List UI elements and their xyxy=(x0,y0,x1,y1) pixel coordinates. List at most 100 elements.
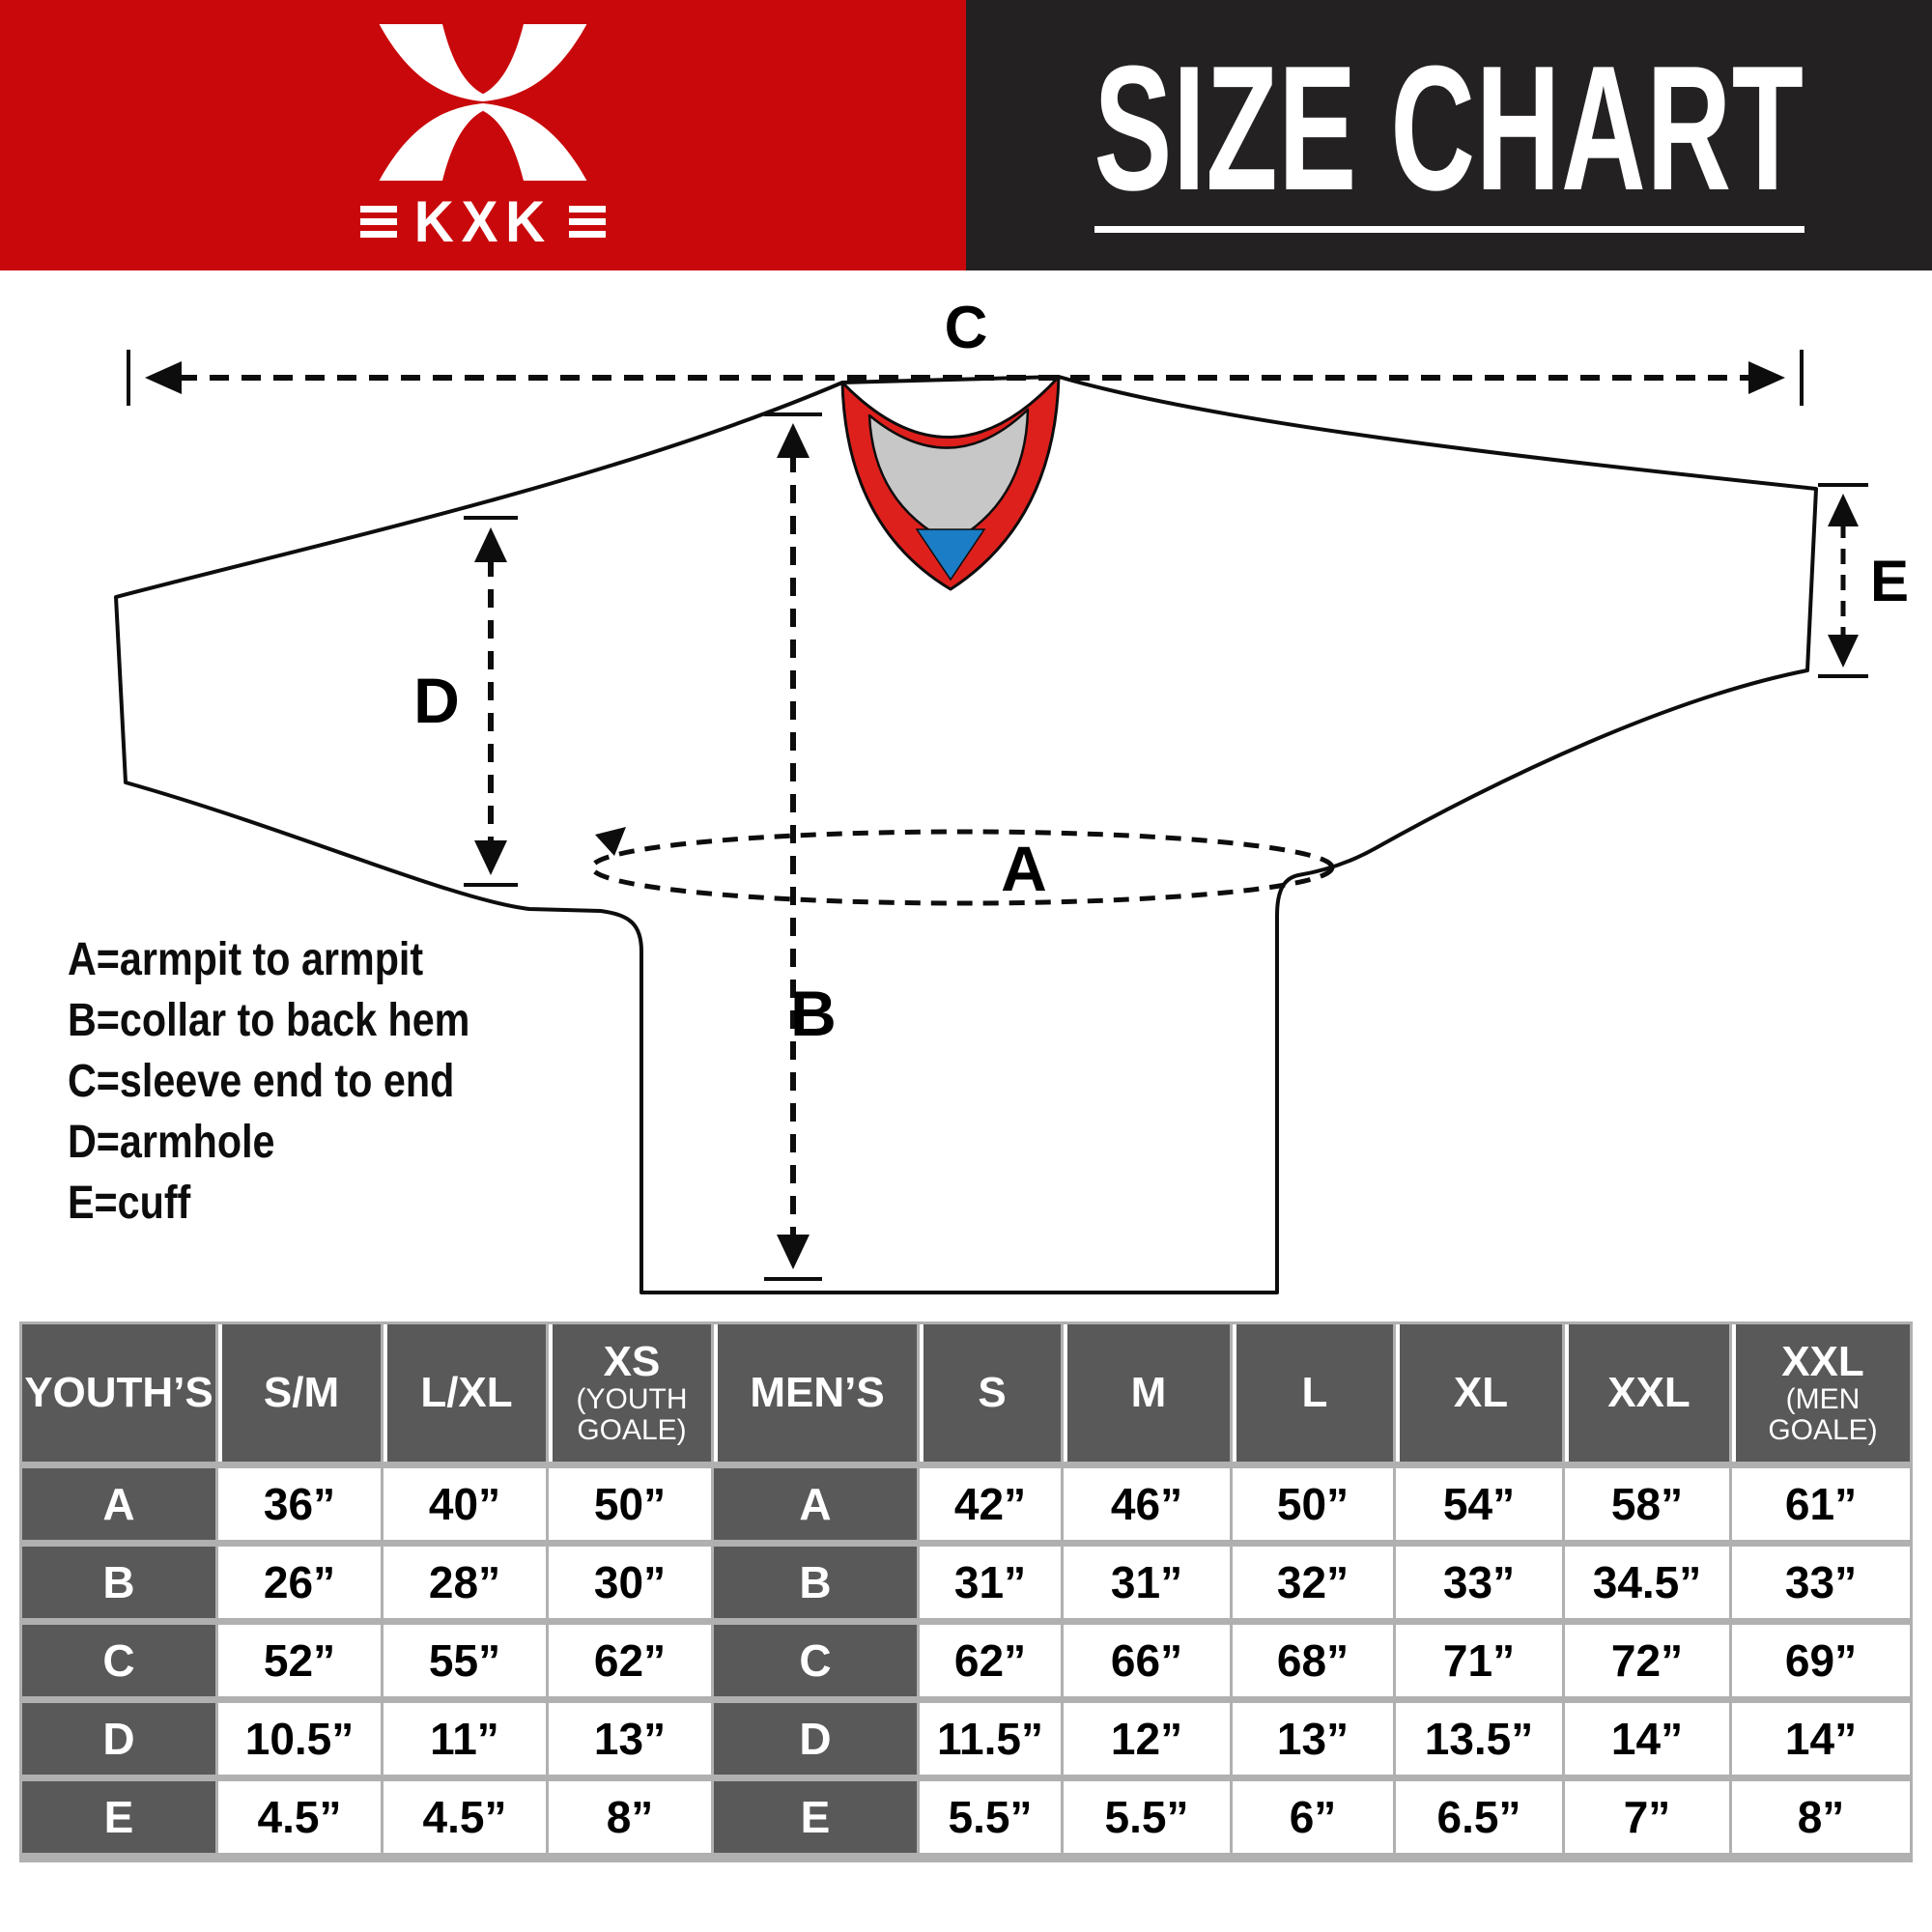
left-bars-icon xyxy=(359,205,397,238)
table-cell: 13” xyxy=(1233,1703,1393,1775)
row-label: C xyxy=(714,1625,917,1696)
ellipse-arrowhead xyxy=(595,827,626,856)
row-label: D xyxy=(22,1703,215,1775)
table-cell: 62” xyxy=(549,1625,711,1696)
table-cell: 8” xyxy=(549,1781,711,1853)
measure-d-arrow xyxy=(464,516,518,887)
table-cell: 42” xyxy=(920,1468,1061,1540)
legend-e: E=cuff xyxy=(68,1178,191,1229)
legend-c: C=sleeve end to end xyxy=(68,1056,455,1107)
row-label: D xyxy=(714,1703,917,1775)
label-a: A xyxy=(1001,833,1047,904)
table-cell: 30” xyxy=(549,1547,711,1618)
table-cell: 14” xyxy=(1565,1703,1729,1775)
page-title: SIZE CHART xyxy=(1094,27,1804,227)
table-cell: 6.5” xyxy=(1396,1781,1562,1853)
table-cell: 36” xyxy=(218,1468,381,1540)
brand-panel: KXK xyxy=(0,0,966,270)
measure-b-arrow xyxy=(764,412,822,1281)
label-d: D xyxy=(413,665,460,736)
table-cell: 54” xyxy=(1396,1468,1562,1540)
table-cell: 6” xyxy=(1233,1781,1393,1853)
measure-a-ellipse xyxy=(589,827,1335,906)
row-label: A xyxy=(22,1468,215,1540)
collar-inner-gray xyxy=(867,408,1030,545)
label-e: E xyxy=(1870,549,1909,613)
row-label: E xyxy=(714,1781,917,1853)
jersey-outline xyxy=(114,375,1818,1294)
col-header-mens: MEN’S xyxy=(714,1324,917,1462)
table-cell: 55” xyxy=(384,1625,546,1696)
size-table: YOUTH’S S/M L/XL XS (YOUTH GOALE) MEN’S S… xyxy=(19,1321,1913,1862)
brand-name: KXK xyxy=(413,188,553,254)
table-cell: 5.5” xyxy=(920,1781,1061,1853)
kxk-logo-icon xyxy=(379,23,587,181)
table-cell: 58” xyxy=(1565,1468,1729,1540)
row-label: C xyxy=(22,1625,215,1696)
row-label: B xyxy=(714,1547,917,1618)
table-cell: 11” xyxy=(384,1703,546,1775)
col-header-xl: XL xyxy=(1396,1324,1562,1462)
col-header-xs-youth-goale: XS (YOUTH GOALE) xyxy=(549,1324,711,1462)
table-cell: 14” xyxy=(1732,1703,1910,1775)
measure-e-arrow xyxy=(1818,483,1868,678)
right-bars-icon xyxy=(569,205,607,238)
table-cell: 72” xyxy=(1565,1625,1729,1696)
table-cell: 33” xyxy=(1396,1547,1562,1618)
table-cell: 62” xyxy=(920,1625,1061,1696)
row-label: B xyxy=(22,1547,215,1618)
table-cell: 26” xyxy=(218,1547,381,1618)
col-header-lxl: L/XL xyxy=(384,1324,546,1462)
collar-blue-insert xyxy=(915,528,986,582)
brand-wordmark: KXK xyxy=(359,188,607,255)
jersey-measurement-diagram: C D B E xyxy=(114,295,1909,1294)
col-header-s: S xyxy=(920,1324,1061,1462)
table-cell: 50” xyxy=(1233,1468,1393,1540)
table-cell: 31” xyxy=(920,1547,1061,1618)
table-cell: 4.5” xyxy=(384,1781,546,1853)
table-cell: 32” xyxy=(1233,1547,1393,1618)
row-label: E xyxy=(22,1781,215,1853)
legend-d: D=armhole xyxy=(68,1117,275,1168)
label-c: C xyxy=(945,295,988,361)
legend-b: B=collar to back hem xyxy=(68,995,470,1046)
table-cell: 68” xyxy=(1233,1625,1393,1696)
table-cell: 40” xyxy=(384,1468,546,1540)
col-header-youths: YOUTH’S xyxy=(22,1324,215,1462)
table-cell: 33” xyxy=(1732,1547,1910,1618)
table-cell: 5.5” xyxy=(1064,1781,1230,1853)
label-b: B xyxy=(790,978,837,1049)
title-panel: SIZE CHART xyxy=(966,0,1932,270)
table-cell: 66” xyxy=(1064,1625,1230,1696)
table-cell: 28” xyxy=(384,1547,546,1618)
table-cell: 4.5” xyxy=(218,1781,381,1853)
table-cell: 31” xyxy=(1064,1547,1230,1618)
measure-c-arrow xyxy=(127,350,1804,406)
measurement-legend: A=armpit to armpit B=collar to back hem … xyxy=(68,929,535,1234)
col-header-xxl: XXL xyxy=(1565,1324,1729,1462)
col-header-m: M xyxy=(1064,1324,1230,1462)
row-label: A xyxy=(714,1468,917,1540)
table-cell: 13” xyxy=(549,1703,711,1775)
legend-a: A=armpit to armpit xyxy=(68,934,424,985)
table-cell: 34.5” xyxy=(1565,1547,1729,1618)
table-cell: 10.5” xyxy=(218,1703,381,1775)
col-header-sm: S/M xyxy=(218,1324,381,1462)
table-cell: 13.5” xyxy=(1396,1703,1562,1775)
table-cell: 46” xyxy=(1064,1468,1230,1540)
table-cell: 71” xyxy=(1396,1625,1562,1696)
table-cell: 52” xyxy=(218,1625,381,1696)
table-cell: 8” xyxy=(1732,1781,1910,1853)
header: KXK SIZE CHART xyxy=(0,0,1932,270)
collar xyxy=(840,375,1061,591)
table-cell: 61” xyxy=(1732,1468,1910,1540)
title-underline xyxy=(1094,225,1804,233)
table-cell: 11.5” xyxy=(920,1703,1061,1775)
table-cell: 7” xyxy=(1565,1781,1729,1853)
table-cell: 50” xyxy=(549,1468,711,1540)
table-cell: 12” xyxy=(1064,1703,1230,1775)
col-header-xxl-men-goale: XXL (MEN GOALE) xyxy=(1732,1324,1910,1462)
col-header-l: L xyxy=(1233,1324,1393,1462)
table-cell: 69” xyxy=(1732,1625,1910,1696)
